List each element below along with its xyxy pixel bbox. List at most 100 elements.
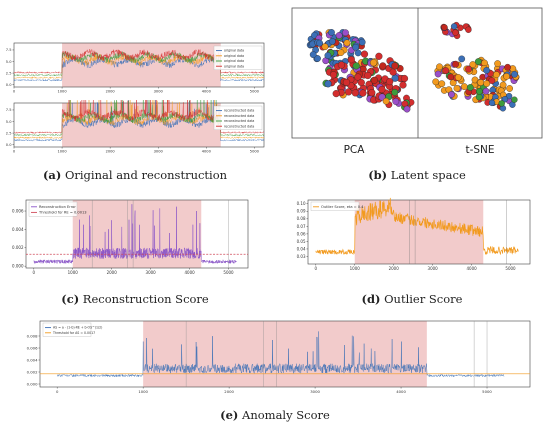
legend-label: AS = a · (1-b)·RE + b·OS^(1/2) xyxy=(53,326,102,330)
y-tick-label: 0.000 xyxy=(12,264,24,269)
caption-a-letter: (a) xyxy=(42,168,62,182)
latent-point xyxy=(511,96,518,103)
series-line xyxy=(13,90,265,135)
y-tick-label: 0.004 xyxy=(27,357,38,362)
latent-point xyxy=(370,59,378,67)
plot-frame xyxy=(25,199,249,269)
x-tick-label: 4000 xyxy=(202,150,212,154)
x-tick-label: 2000 xyxy=(106,90,116,94)
latent-point xyxy=(469,61,477,68)
latent-point xyxy=(328,38,336,45)
x-tick-label: 2000 xyxy=(107,270,118,275)
x-tick-label: 0 xyxy=(13,150,16,154)
legend xyxy=(310,201,360,211)
x-tick-label: 4000 xyxy=(184,270,195,275)
subplot-label-pca: PCA xyxy=(344,144,366,156)
latent-point xyxy=(354,73,362,81)
latent-point xyxy=(503,73,510,80)
caption-a-text: Original and reconstruction xyxy=(64,168,228,182)
latent-point xyxy=(453,85,461,92)
x-tick-label: 0 xyxy=(56,389,59,394)
latent-point xyxy=(379,62,387,70)
chart-d: 0 1000 2000 3000 4000 5000 0.03 0.04 0.05 0.06 0.0… xyxy=(297,197,531,271)
caption-a: (a) Original and reconstruction xyxy=(0,168,270,182)
latent-point xyxy=(392,98,400,105)
latent-point xyxy=(347,56,355,64)
latent-point xyxy=(324,52,332,59)
latent-point xyxy=(332,90,340,98)
y-tick-label: 0.002 xyxy=(12,245,24,250)
legend-label: Outlier Score, eta = 0.4 xyxy=(321,205,364,209)
latent-point xyxy=(337,49,345,56)
latent-point xyxy=(352,43,360,51)
caption-d-letter: (d) xyxy=(361,292,381,306)
plot-frame xyxy=(13,42,265,88)
y-tick-label: 0.08 xyxy=(297,216,306,221)
legend-label: Threshold for AS = 0.0017 xyxy=(52,331,95,335)
y-tick-label: 0.006 xyxy=(12,208,24,213)
legend-label: reconstructed data xyxy=(224,124,254,128)
latent-point xyxy=(378,85,386,94)
latent-point xyxy=(501,96,509,103)
latent-point xyxy=(370,76,378,84)
latent-point xyxy=(449,79,457,87)
y-tick-label: 0.09 xyxy=(297,209,306,214)
latent-point xyxy=(504,63,511,71)
legend xyxy=(213,105,263,130)
chart-b: PCA t-SNE xyxy=(291,7,543,156)
caption-b: (b) Latent space xyxy=(290,168,544,182)
y-tick-label: 0.04 xyxy=(297,246,306,251)
y-tick-label: 0.07 xyxy=(297,224,306,229)
anomaly-region xyxy=(72,200,202,268)
latent-point xyxy=(447,73,455,81)
latent-point xyxy=(488,77,496,84)
latent-point xyxy=(321,43,329,51)
latent-point xyxy=(359,89,367,97)
latent-point xyxy=(386,78,394,86)
latent-point xyxy=(403,105,411,113)
anomaly-region xyxy=(143,321,427,387)
latent-point xyxy=(342,78,351,86)
latent-point xyxy=(316,39,323,47)
panel-e: 0 1000 2000 3000 4000 5000 0.000 0.002 0.004 0.00… xyxy=(16,318,536,398)
latent-point xyxy=(360,50,369,58)
y-tick-label: 7.5 xyxy=(6,48,12,52)
panel-a: 0 1000 2000 3000 4000 5000 0.0 2.5 5.0 7.5 origina… xyxy=(0,40,270,154)
x-tick-label: 4000 xyxy=(396,389,406,394)
plot-frame xyxy=(307,199,531,265)
latent-point xyxy=(483,80,491,87)
legend xyxy=(28,201,78,217)
latent-point xyxy=(452,60,459,68)
latent-point xyxy=(466,84,474,91)
latent-point xyxy=(335,32,343,39)
caption-c-letter: (c) xyxy=(61,292,80,306)
caption-b-text: Latent space xyxy=(390,168,466,182)
x-tick-label: 0 xyxy=(33,270,36,275)
plot-frame xyxy=(39,320,531,388)
x-tick-label: 5000 xyxy=(250,150,260,154)
y-tick-label: 2.5 xyxy=(6,131,12,135)
series-line xyxy=(13,90,265,137)
panel-c: 0 1000 2000 3000 4000 5000 0.000 0.002 0.004 0.00… xyxy=(4,196,254,278)
latent-point xyxy=(389,68,397,76)
y-tick-label: 0.05 xyxy=(297,239,306,244)
caption-d-text: Outlier Score xyxy=(384,292,463,306)
y-tick-label: 5.0 xyxy=(6,120,12,124)
x-tick-label: 1000 xyxy=(57,90,67,94)
caption-e-letter: (e) xyxy=(220,408,239,422)
x-tick-label: 0 xyxy=(13,90,16,94)
latent-point xyxy=(458,55,466,63)
latent-point xyxy=(488,99,496,107)
x-tick-label: 5000 xyxy=(223,270,234,275)
y-tick-label: 0.000 xyxy=(27,381,38,386)
latent-point xyxy=(511,70,518,78)
y-tick-label: 5.0 xyxy=(6,60,12,64)
legend-label: original data xyxy=(224,49,244,53)
latent-point xyxy=(391,88,399,96)
y-tick-label: 0.004 xyxy=(12,227,24,232)
x-tick-label: 4000 xyxy=(466,266,477,271)
latent-point xyxy=(438,80,446,88)
y-tick-label: 0.0 xyxy=(6,83,12,87)
latent-point xyxy=(375,52,383,60)
latent-point xyxy=(493,71,500,79)
